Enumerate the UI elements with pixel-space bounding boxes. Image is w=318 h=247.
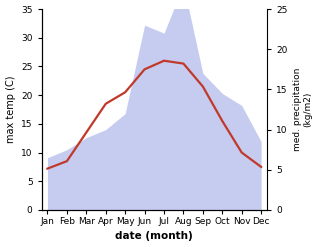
Y-axis label: med. precipitation
(kg/m2): med. precipitation (kg/m2) xyxy=(293,68,313,151)
X-axis label: date (month): date (month) xyxy=(115,231,193,242)
Y-axis label: max temp (C): max temp (C) xyxy=(5,76,16,143)
